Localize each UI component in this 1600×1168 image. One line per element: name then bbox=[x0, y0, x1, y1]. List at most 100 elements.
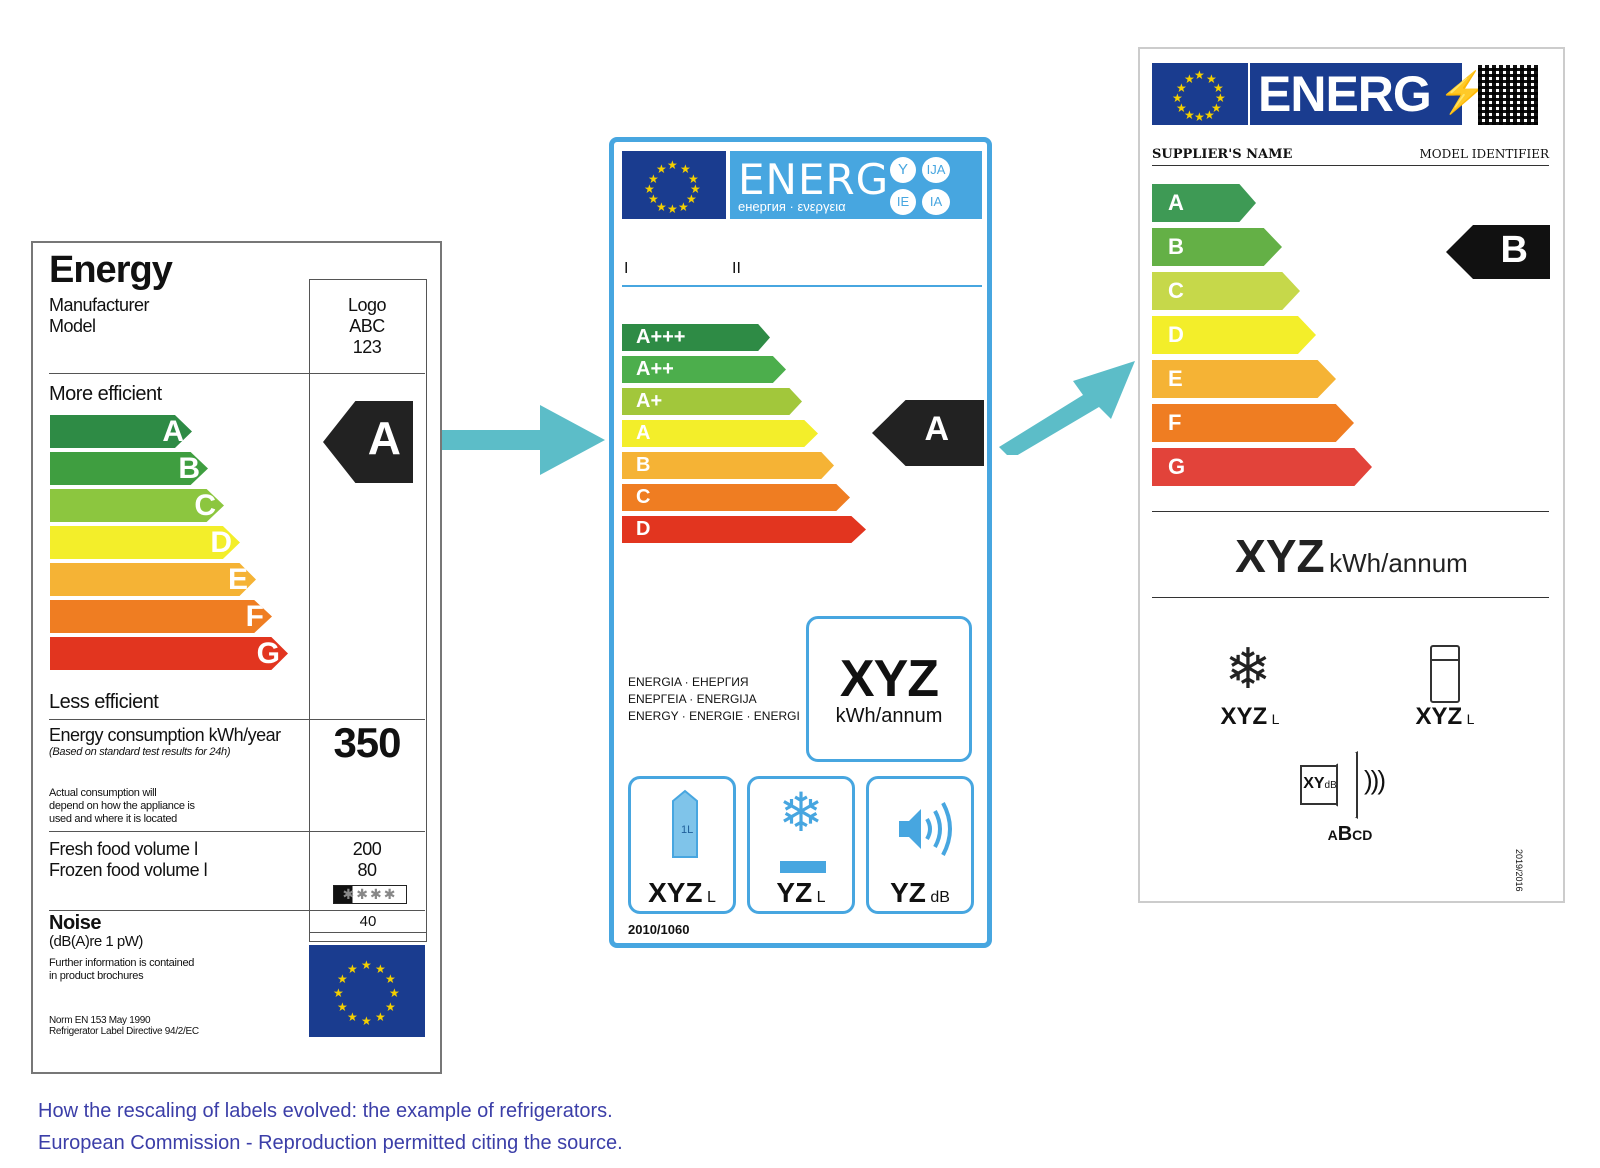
noise-label: Noise bbox=[49, 912, 101, 934]
star-rating-icon: ✱✱✱✱ bbox=[333, 885, 407, 904]
divider bbox=[1152, 165, 1549, 166]
regulation-number: 2010/1060 bbox=[628, 922, 690, 937]
noise-unit: (dB(A)re 1 pW) bbox=[49, 933, 143, 950]
divider bbox=[622, 285, 982, 287]
class-bar-c: C bbox=[622, 484, 850, 511]
energy-label-2010: ★ ★ ★ ★ ★ ★ ★ ★ ★ ★ ★ ★ ENERG енергия · … bbox=[609, 137, 992, 948]
class-bar-d: D bbox=[622, 516, 866, 543]
label2-subtitle: енергия · ενεργεια bbox=[738, 199, 846, 214]
consumption-unit: kWh/annum bbox=[835, 705, 943, 727]
class-bar-a: A bbox=[1152, 184, 1256, 222]
freezer-stars-icon bbox=[780, 861, 826, 873]
more-efficient-label: More efficient bbox=[49, 383, 162, 405]
class-bar-f: F bbox=[1152, 404, 1354, 442]
frozen-value: 80 bbox=[357, 860, 377, 880]
noise-speaker-icon: XYdB ))) bbox=[1300, 751, 1400, 819]
label1-title: Energy bbox=[49, 249, 173, 291]
fresh-volume: XYZ L bbox=[1415, 703, 1475, 730]
divider bbox=[49, 831, 425, 832]
class-bar-a: A bbox=[622, 420, 818, 447]
label1-right-column bbox=[309, 279, 427, 942]
class-bar-b: B bbox=[50, 452, 208, 485]
frozen-label: Frozen food volume l bbox=[49, 860, 208, 880]
consumption-box: XYZ kWh/annum bbox=[806, 616, 972, 762]
class-bar-g: G bbox=[1152, 448, 1372, 486]
regulation-number: 2019/2016 bbox=[1514, 849, 1524, 892]
eu-flag-icon: ★ ★ ★ ★ ★ ★ ★ ★ ★ ★ ★ ★ bbox=[622, 151, 726, 219]
supplier-name: SUPPLIER'S NAME bbox=[1152, 147, 1293, 162]
qr-code-icon bbox=[1478, 65, 1538, 125]
model-identifier: MODEL IDENTIFIER bbox=[1419, 147, 1549, 161]
consumption-value: 350 bbox=[333, 719, 401, 766]
snowflake-icon: ❄ bbox=[778, 783, 824, 843]
fresh-value: 200 bbox=[352, 839, 382, 859]
energy-label-2019: ★ ★ ★ ★ ★ ★ ★ ★ ★ ★ ★ ★ ENERG ⚡ SUPPLIER… bbox=[1138, 47, 1565, 903]
energy-words: ENERGIA · ЕНЕРГИЯ ΕΝΕΡΓΕΙΑ · ENERGIJA EN… bbox=[628, 675, 800, 723]
class-bar-a3plus: A+++ bbox=[622, 324, 770, 351]
eu-flag-icon: ★ ★ ★ ★ ★ ★ ★ ★ ★ ★ ★ ★ bbox=[309, 945, 425, 1037]
label3-title: ENERG bbox=[1258, 66, 1432, 122]
class-bar-c: C bbox=[50, 489, 224, 522]
frozen-volume: YZ L bbox=[776, 877, 826, 908]
class-bar-a: A bbox=[50, 415, 192, 448]
rating-arrow: A bbox=[872, 400, 984, 466]
old-energy-label: Energy Manufacturer Model Logo ABC 123 M… bbox=[31, 241, 442, 1074]
fresh-label: Fresh food volume l bbox=[49, 839, 198, 859]
right-arrow-icon bbox=[442, 405, 605, 475]
noise-class: ABCD bbox=[1327, 823, 1373, 845]
energy-header: ENERG ⚡ bbox=[1250, 63, 1488, 125]
column-ii: II bbox=[732, 260, 741, 277]
column-i: I bbox=[624, 260, 629, 277]
suffix-ie: IE bbox=[890, 189, 916, 215]
label2-title: ENERG bbox=[738, 155, 890, 204]
snowflake-icon: ❄ bbox=[1224, 637, 1272, 700]
fresh-volume: XYZ L bbox=[648, 877, 716, 908]
divider bbox=[49, 910, 425, 911]
consumption-note: (Based on standard test results for 24h) bbox=[49, 746, 231, 758]
suffix-y: Y bbox=[890, 157, 916, 183]
noise-value: 40 bbox=[309, 912, 427, 933]
noise-value: XYdB bbox=[1303, 775, 1337, 792]
norm-note: Norm EN 153 May 1990 Refrigerator Label … bbox=[49, 1015, 199, 1037]
label1-logo: Logo ABC 123 bbox=[347, 295, 387, 357]
energy-header: ENERG енергия · ενεργεια Y IJA IE IA bbox=[730, 151, 982, 219]
class-bar-d: D bbox=[1152, 316, 1316, 354]
carton-label: 1L bbox=[681, 824, 693, 836]
class-bar-e: E bbox=[50, 563, 256, 596]
eu-flag-icon: ★ ★ ★ ★ ★ ★ ★ ★ ★ ★ ★ ★ bbox=[1152, 63, 1248, 125]
class-bar-aplus: A+ bbox=[622, 388, 802, 415]
class-bar-f: F bbox=[50, 600, 272, 633]
consumption-value: XYZ bbox=[839, 650, 939, 708]
rating-arrow: B bbox=[1446, 225, 1550, 279]
suffix-ija: IJA bbox=[922, 157, 950, 183]
caption-line-2: European Commission - Reproduction permi… bbox=[38, 1132, 623, 1154]
frozen-volume: XYZ L bbox=[1220, 703, 1280, 730]
frozen-volume-box: ❄ YZ L bbox=[747, 776, 855, 914]
noise-box: YZ dB bbox=[866, 776, 974, 914]
class-bar-g: G bbox=[50, 637, 288, 670]
class-bar-c: C bbox=[1152, 272, 1300, 310]
consumption: XYZ kWh/annum bbox=[1235, 530, 1468, 582]
speaker-icon bbox=[899, 802, 952, 856]
class-bar-b: B bbox=[622, 452, 834, 479]
actual-note: Actual consumption will depend on how th… bbox=[49, 787, 195, 825]
suffix-ia: IA bbox=[922, 189, 950, 215]
info-note: Further information is contained in prod… bbox=[49, 957, 195, 982]
sound-waves-icon: ))) bbox=[1364, 765, 1386, 795]
less-efficient-label: Less efficient bbox=[49, 691, 159, 713]
up-right-arrow-icon bbox=[999, 361, 1135, 455]
class-bar-e: E bbox=[1152, 360, 1336, 398]
consumption-label: Energy consumption kWh/year bbox=[49, 725, 281, 745]
divider bbox=[1152, 597, 1549, 598]
label1-model: Model bbox=[49, 316, 96, 336]
milk-carton-icon: 1L bbox=[672, 789, 698, 858]
divider bbox=[49, 373, 425, 374]
divider bbox=[1152, 511, 1549, 512]
class-bar-a2plus: A++ bbox=[622, 356, 786, 383]
class-bar-d: D bbox=[50, 526, 240, 559]
noise-level: YZ dB bbox=[890, 877, 950, 908]
label1-manufacturer: Manufacturer bbox=[49, 295, 150, 315]
divider bbox=[49, 719, 425, 720]
fridge-icon bbox=[1430, 645, 1460, 703]
fresh-volume-box: 1L XYZ L bbox=[628, 776, 736, 914]
